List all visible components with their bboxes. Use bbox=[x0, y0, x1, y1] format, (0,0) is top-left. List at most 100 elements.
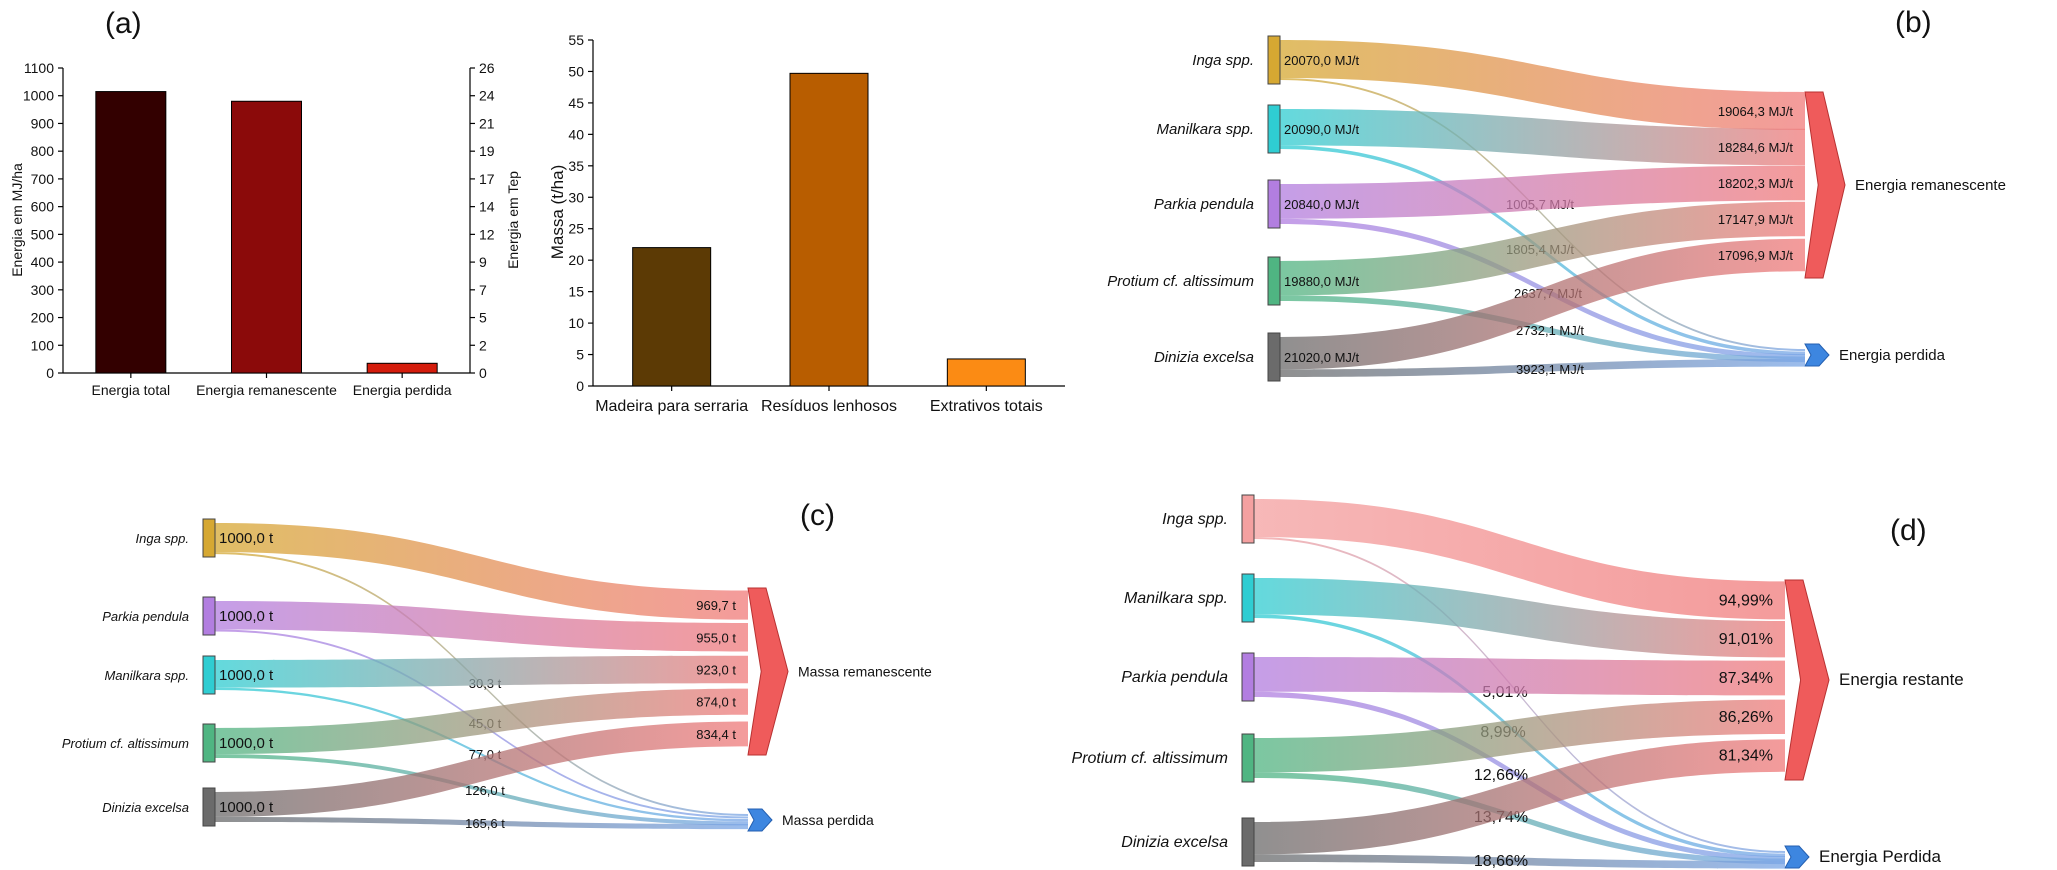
lost-value-label: 18,66% bbox=[1474, 853, 1528, 870]
y-tick-label: 1100 bbox=[24, 60, 54, 76]
target-label-lost: Massa perdida bbox=[782, 812, 874, 828]
y-tick-label: 100 bbox=[31, 337, 55, 353]
source-label: Protium cf. altissimum bbox=[62, 736, 189, 751]
source-label: Dinizia excelsa bbox=[1154, 349, 1254, 366]
bar bbox=[632, 247, 712, 387]
y2-tick-label: 14 bbox=[479, 199, 495, 215]
flow-lost bbox=[1254, 537, 1785, 853]
source-label: Inga spp. bbox=[136, 531, 190, 546]
flow-lost bbox=[1280, 359, 1805, 377]
sankey-energy-per-species: Energia remanescente Energia perdida Inga … bbox=[1107, 35, 2006, 382]
source-label: Inga spp. bbox=[1192, 52, 1254, 69]
source-value-label: 1000,0 t bbox=[219, 530, 274, 547]
bar bbox=[231, 100, 302, 374]
flow-remaining bbox=[1254, 739, 1785, 855]
y2-tick-label: 17 bbox=[479, 171, 495, 187]
y2-tick-label: 7 bbox=[479, 282, 487, 298]
flow-remaining bbox=[215, 688, 748, 755]
source-node bbox=[1241, 817, 1255, 867]
y-tick-label: 15 bbox=[568, 284, 584, 300]
bar bbox=[95, 91, 167, 374]
remaining-value-label: 87,34% bbox=[1719, 670, 1773, 687]
flow-remaining bbox=[1280, 109, 1805, 166]
x-category-label: Energia remanescente bbox=[196, 382, 337, 398]
y2-tick-label: 9 bbox=[479, 254, 487, 270]
energy-y-label: Energia em MJ/ha bbox=[9, 163, 25, 277]
flow-lost bbox=[1254, 691, 1785, 862]
source-node bbox=[202, 787, 216, 827]
target-label-remaining: Energia restante bbox=[1839, 670, 1964, 689]
remaining-value-label: 18202,3 MJ/t bbox=[1718, 176, 1794, 191]
y2-tick-label: 19 bbox=[479, 143, 495, 159]
y-tick-label: 5 bbox=[576, 347, 584, 363]
source-node bbox=[1267, 332, 1281, 382]
y-tick-label: 0 bbox=[46, 365, 54, 381]
remaining-value-label: 969,7 t bbox=[696, 598, 736, 613]
y-tick-label: 30 bbox=[568, 189, 584, 205]
bar bbox=[789, 72, 869, 387]
target-node-remaining bbox=[1784, 579, 1830, 781]
flow-remaining bbox=[1280, 165, 1805, 219]
flow-remaining bbox=[215, 721, 748, 817]
flow-lost bbox=[1280, 295, 1805, 363]
y-tick-label: 50 bbox=[568, 63, 584, 79]
flow-lost bbox=[215, 754, 748, 826]
y-tick-label: 55 bbox=[568, 32, 584, 48]
sankey-energy-percent: Energia restante Energia Perdida Inga spp.… bbox=[1072, 494, 1964, 870]
source-value-label: 1000,0 t bbox=[219, 667, 274, 684]
source-value-label: 20840,0 MJ/t bbox=[1284, 197, 1360, 212]
source-node bbox=[1267, 35, 1281, 85]
source-value-label: 1000,0 t bbox=[219, 799, 274, 816]
y-tick-label: 900 bbox=[31, 115, 55, 131]
source-node bbox=[202, 655, 216, 695]
energy-y2-label: Energia em Tep bbox=[505, 171, 521, 269]
source-node bbox=[1241, 494, 1255, 544]
lost-value-label: 2732,1 MJ/t bbox=[1516, 323, 1584, 338]
mass-bar-chart: Massa (t/ha) 0 5 10 15 20 25 30 35 40 45 50 55 Madei… bbox=[548, 32, 1065, 415]
target-node-lost bbox=[1804, 343, 1830, 367]
target-node-lost bbox=[747, 808, 773, 832]
y-tick-label: 35 bbox=[568, 158, 584, 174]
source-label: Dinizia excelsa bbox=[1121, 834, 1228, 851]
flow-lost bbox=[215, 816, 748, 830]
y-tick-label: 700 bbox=[31, 171, 55, 187]
flow-remaining bbox=[1254, 499, 1785, 620]
y-tick-label: 1000 bbox=[23, 88, 54, 104]
y-tick-label: 600 bbox=[31, 199, 55, 215]
source-node bbox=[202, 518, 216, 558]
remaining-value-label: 923,0 t bbox=[696, 663, 736, 678]
sankey-mass-per-species: Massa remanescente Massa perdida Inga spp.… bbox=[62, 518, 932, 832]
remaining-value-label: 86,26% bbox=[1719, 709, 1773, 726]
remaining-value-label: 834,4 t bbox=[696, 727, 736, 742]
y-tick-label: 45 bbox=[568, 95, 584, 111]
bar bbox=[946, 358, 1026, 387]
remaining-value-label: 91,01% bbox=[1719, 631, 1773, 648]
lost-value-label: 3923,1 MJ/t bbox=[1516, 362, 1584, 377]
y-tick-label: 20 bbox=[568, 252, 584, 268]
panel-label-d: (d) bbox=[1890, 514, 1927, 547]
lost-value-label: 12,66% bbox=[1474, 767, 1528, 784]
x-category-label: Energia perdida bbox=[353, 382, 452, 398]
source-label: Parkia pendula bbox=[1121, 669, 1228, 686]
y-tick-label: 800 bbox=[31, 143, 55, 159]
flow-remaining bbox=[1280, 238, 1805, 370]
source-node bbox=[1267, 104, 1281, 154]
target-node-remaining bbox=[747, 587, 789, 756]
y-tick-label: 10 bbox=[568, 315, 584, 331]
remaining-value-label: 18284,6 MJ/t bbox=[1718, 140, 1794, 155]
remaining-value-label: 874,0 t bbox=[696, 695, 736, 710]
x-category-label: Resíduos lenhosos bbox=[761, 398, 897, 415]
source-label: Parkia pendula bbox=[1154, 196, 1254, 213]
flow-remaining bbox=[215, 601, 748, 652]
y2-tick-label: 26 bbox=[479, 60, 495, 76]
remaining-value-label: 94,99% bbox=[1719, 592, 1773, 609]
source-node bbox=[1241, 573, 1255, 623]
x-category-label: Extrativos totais bbox=[930, 398, 1043, 415]
source-value-label: 19880,0 MJ/t bbox=[1284, 274, 1360, 289]
lost-value-label: 165,6 t bbox=[465, 816, 505, 831]
remaining-value-label: 81,34% bbox=[1719, 748, 1773, 765]
flow-lost bbox=[1254, 772, 1785, 865]
flow-remaining bbox=[1254, 578, 1785, 658]
remaining-value-label: 17096,9 MJ/t bbox=[1718, 248, 1794, 263]
source-label: Protium cf. altissimum bbox=[1072, 750, 1228, 767]
